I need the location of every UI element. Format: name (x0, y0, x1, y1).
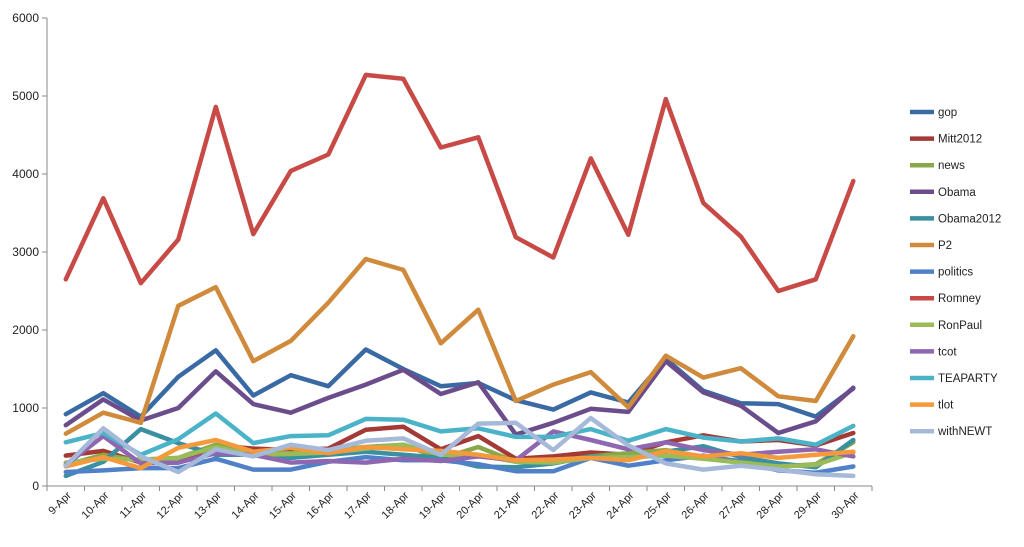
legend: gop Mitt2012 news Obama Obama2012 P2 politics R… (910, 107, 1001, 438)
y-tick-label: 2000 (12, 323, 39, 337)
legend-label-p2: P2 (938, 240, 952, 252)
legend-label-obama: Obama (938, 187, 976, 199)
y-tick-label: 5000 (12, 89, 39, 103)
legend-label-withnewt: withNEWT (937, 426, 992, 438)
y-tick-label: 1000 (12, 401, 39, 415)
series-lines (63, 72, 856, 479)
legend-label-ronpaul: RonPaul (938, 320, 982, 332)
series-line-romney (63, 72, 856, 294)
y-tick-label: 3000 (12, 245, 39, 259)
y-tick-label: 4000 (12, 167, 39, 181)
legend-label-news: news (938, 160, 965, 172)
series-line-teaparty (63, 411, 856, 458)
legend-label-obama2012: Obama2012 (938, 213, 1001, 225)
legend-label-politics: politics (938, 267, 973, 279)
legend-label-teaparty: TEAPARTY (938, 373, 998, 385)
series-line-obama (63, 358, 856, 437)
y-axis-ticks: 0 1000 2000 3000 4000 5000 6000 (12, 11, 47, 493)
series-line-p2 (63, 256, 856, 436)
legend-label-romney: Romney (938, 293, 981, 305)
legend-label-tlot: tlot (938, 400, 954, 412)
series-line-tcot (63, 429, 856, 468)
legend-label-tcot: tcot (938, 346, 957, 358)
y-tick-label: 0 (32, 479, 39, 493)
legend-label-gop: gop (938, 107, 957, 119)
series-line-withnewt (63, 415, 856, 479)
series-line-tlot (63, 437, 856, 471)
y-tick-label: 6000 (12, 11, 39, 25)
legend-label-mitt2012: Mitt2012 (938, 134, 982, 146)
